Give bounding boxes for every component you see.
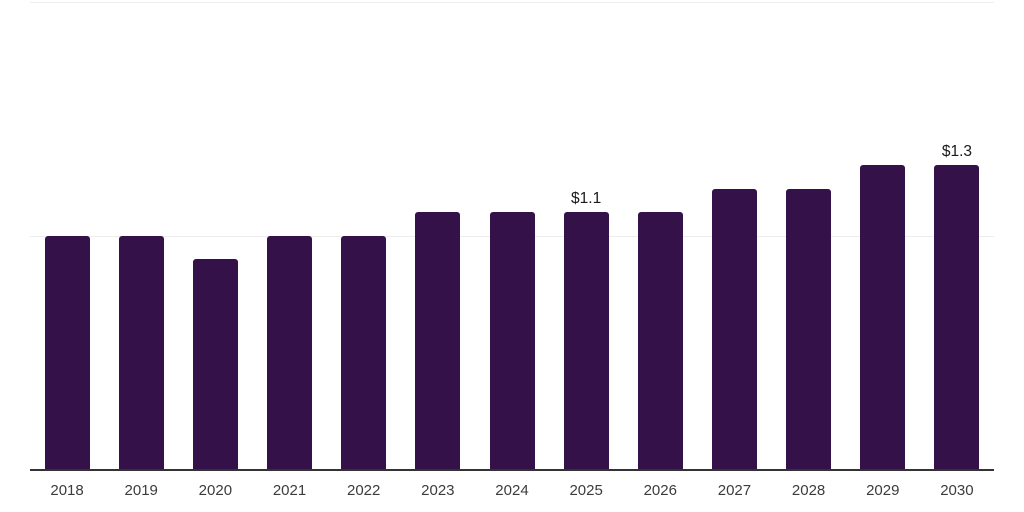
bar-2029[interactable] [860, 165, 906, 469]
bar-2024[interactable] [489, 212, 535, 469]
x-axis-line [30, 469, 994, 471]
bar-2020[interactable] [192, 258, 238, 469]
x-tick-2027: 2027 [717, 482, 752, 499]
x-tick-2030: 2030 [940, 482, 974, 499]
bar-2028[interactable] [786, 188, 832, 469]
x-tick-2026: 2026 [643, 482, 677, 499]
x-tick-2028: 2028 [791, 482, 826, 499]
x-tick-2020: 2020 [198, 482, 233, 499]
bar-2026[interactable] [637, 212, 683, 469]
bar-2018[interactable] [44, 235, 90, 469]
value-label-2025: $1.1 [571, 190, 602, 208]
x-tick-2021: 2021 [272, 482, 307, 499]
gridline-2 [30, 2, 994, 3]
x-tick-2024: 2024 [495, 482, 529, 499]
bar-2023[interactable] [415, 212, 461, 469]
bar-2027[interactable] [711, 188, 757, 469]
x-tick-2022: 2022 [346, 482, 381, 499]
x-tick-2019: 2019 [124, 482, 158, 499]
x-tick-2029: 2029 [866, 482, 900, 499]
x-tick-2023: 2023 [421, 482, 455, 499]
value-label-2030: $1.3 [941, 143, 972, 161]
bar-2030[interactable] [934, 165, 980, 469]
x-tick-2025: 2025 [569, 482, 603, 499]
bar-2019[interactable] [118, 235, 164, 469]
x-tick-2018: 2018 [50, 482, 84, 499]
bar-2021[interactable] [267, 235, 313, 469]
bar-2022[interactable] [341, 235, 387, 469]
bar-2025[interactable] [563, 212, 609, 469]
